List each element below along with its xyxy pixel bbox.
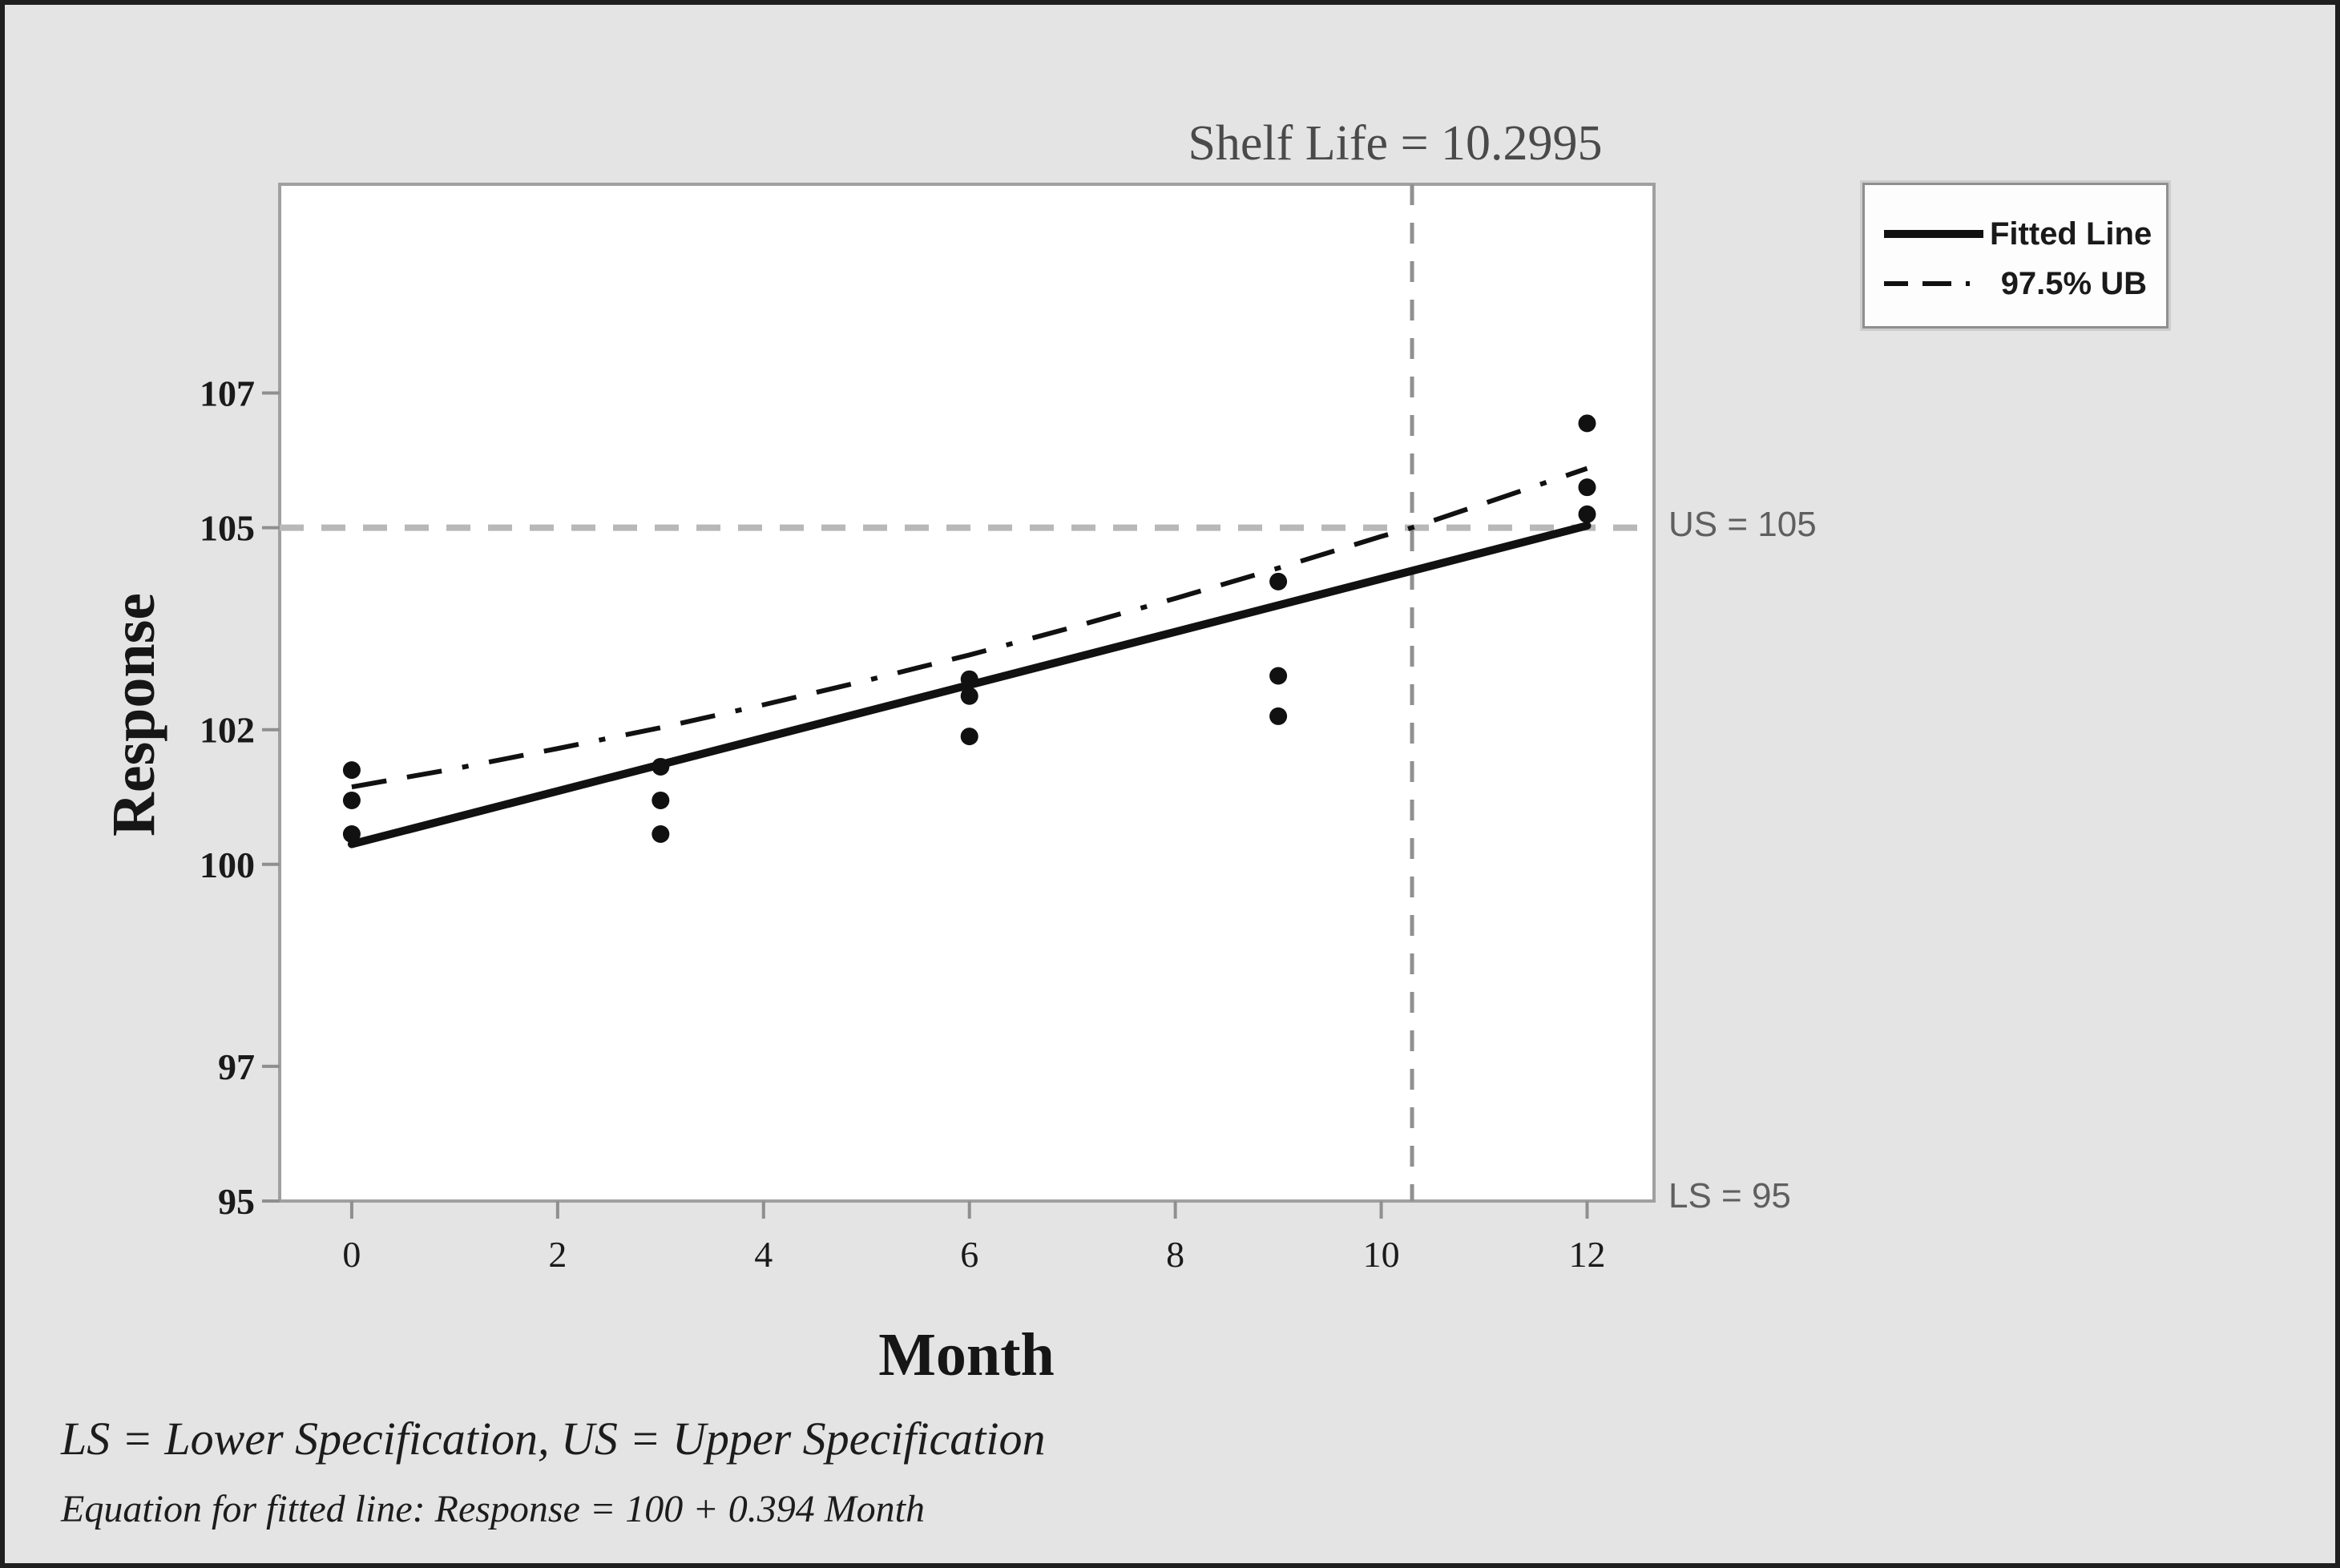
scatter-point: [652, 791, 670, 809]
lower-spec-label: LS = 95: [1668, 1176, 1791, 1215]
x-axis-title: Month: [878, 1321, 1055, 1389]
scatter-point: [960, 687, 978, 705]
legend-label-fitted: Fitted Line: [1990, 216, 2152, 252]
scatter-point: [342, 824, 361, 843]
ub-curve: [351, 466, 1588, 790]
x-tick-label: 8: [1166, 1234, 1184, 1275]
x-tick-label: 0: [342, 1234, 361, 1275]
scatter-point: [652, 824, 670, 843]
legend-row-ub: 97.5% UB: [1884, 259, 2147, 308]
scatter-point: [960, 728, 978, 746]
legend-row-fitted: Fitted Line: [1884, 209, 2152, 259]
legend: Fitted Line 97.5% UB: [1862, 183, 2169, 329]
footnote-spec-definitions: LS = Lower Specification, US = Upper Spe…: [61, 1413, 1046, 1465]
scatter-point: [1269, 667, 1288, 685]
plot-frame: [278, 183, 1656, 1203]
y-tick-label: 105: [200, 508, 255, 549]
scatter-point: [652, 757, 670, 776]
x-tick-label: 10: [1363, 1234, 1400, 1275]
fitted-line: [347, 522, 1592, 848]
y-tick-label: 97: [218, 1046, 255, 1087]
fitted-line-sample-bar: [1884, 230, 1983, 238]
upper-spec-label: US = 105: [1668, 505, 1817, 544]
ub-line-sample: [1884, 280, 1990, 288]
x-tick-label: 4: [754, 1234, 773, 1275]
scatter-point: [1269, 707, 1288, 725]
legend-label-ub: 97.5% UB: [2000, 265, 2147, 301]
scatter-point: [1578, 505, 1596, 523]
x-tick-label: 6: [960, 1234, 978, 1275]
scatter-point: [1578, 414, 1596, 433]
x-tick-label: 2: [548, 1234, 567, 1275]
scatter-point: [1269, 572, 1288, 591]
chart-title: Shelf Life = 10.2995: [1188, 116, 1603, 171]
y-tick-label: 102: [200, 710, 255, 751]
x-tick-label: 12: [1568, 1234, 1605, 1275]
fitted-line-sample: [1884, 230, 1990, 238]
scatter-point: [342, 761, 361, 780]
y-tick-label: 107: [200, 373, 255, 414]
y-tick-label: 95: [218, 1181, 255, 1222]
y-axis-title: Response: [100, 592, 167, 837]
footnote-fitted-equation: Equation for fitted line: Response = 100…: [61, 1488, 926, 1530]
ub-line-sample-svg: [1884, 281, 1983, 286]
y-tick-label: 100: [200, 844, 255, 885]
scatter-point: [960, 670, 978, 688]
scatter-point: [1578, 478, 1596, 497]
scatter-point: [342, 791, 361, 809]
